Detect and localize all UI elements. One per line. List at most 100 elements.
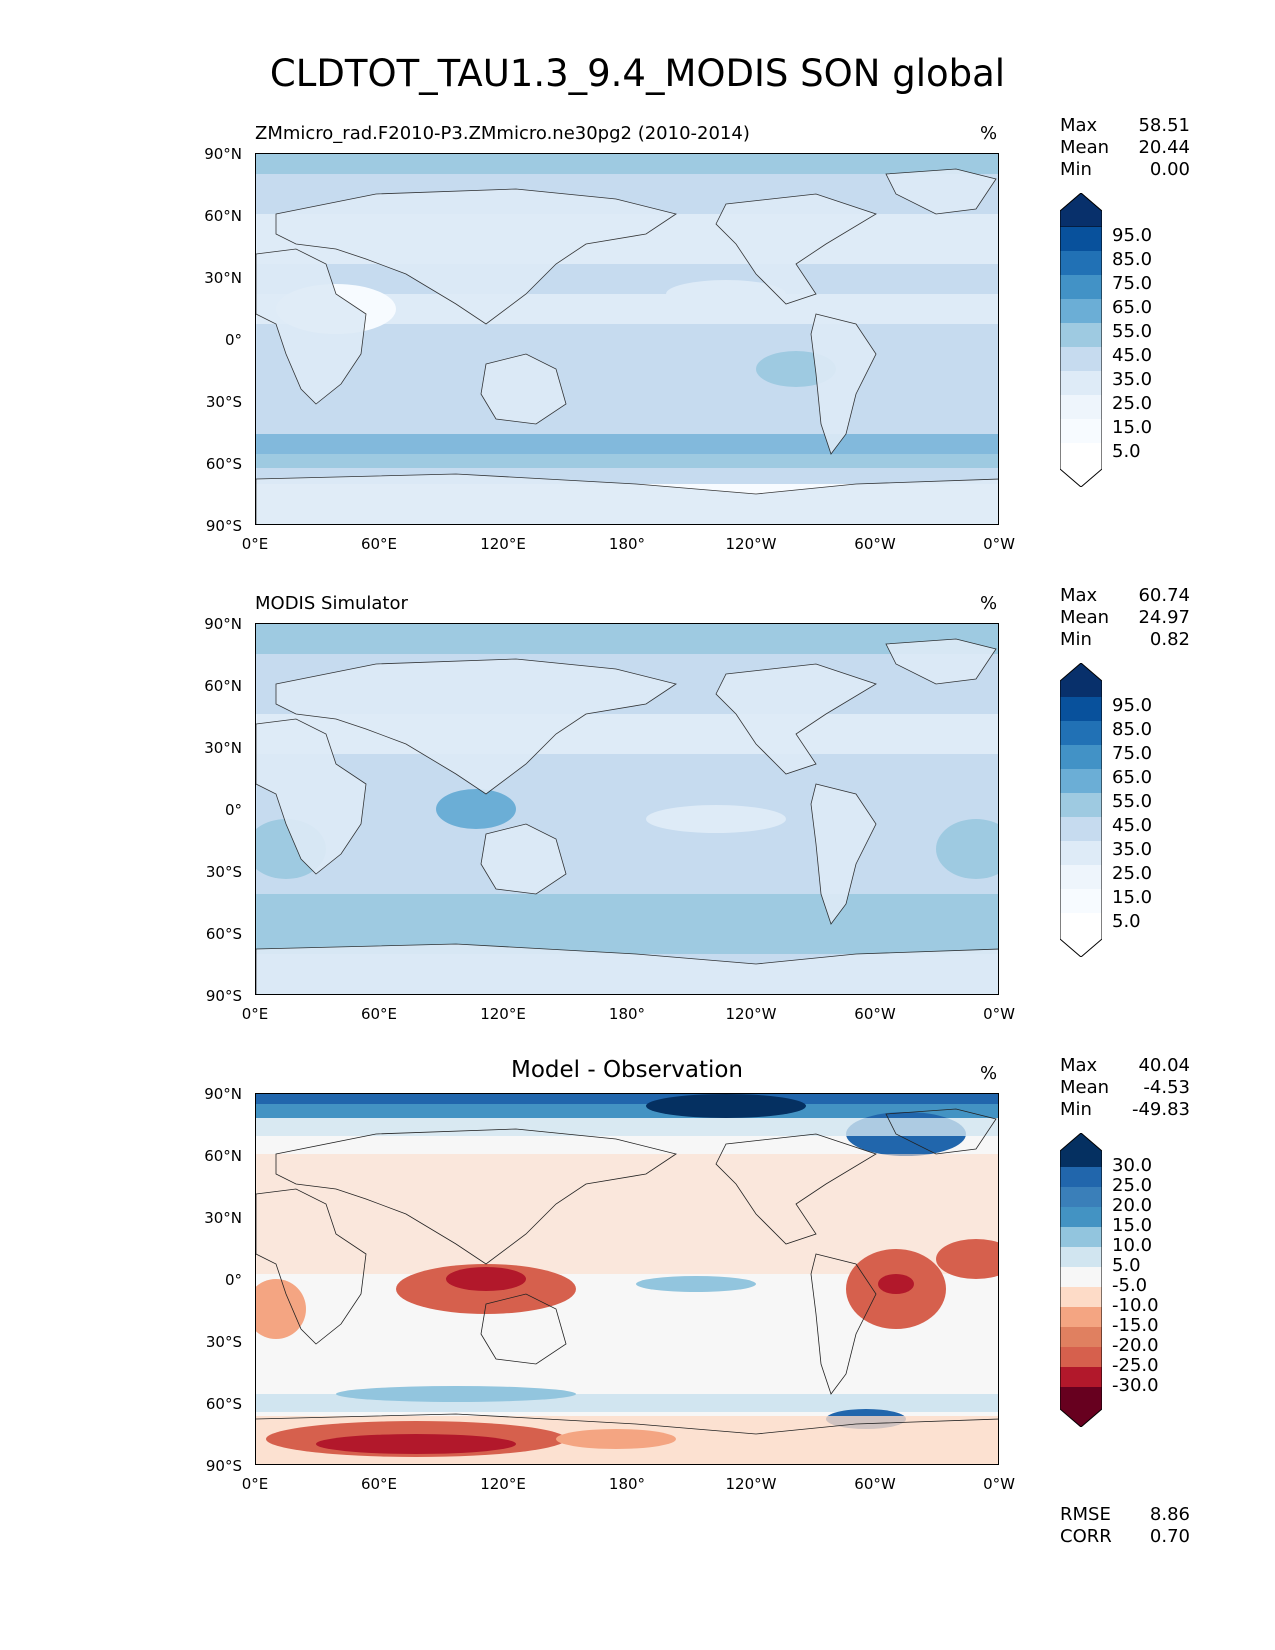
colorbar-tick: 5.0 xyxy=(1112,441,1141,462)
colorbar-tick: 10.0 xyxy=(1112,1235,1153,1256)
lat-tick: 60°S xyxy=(205,925,242,943)
unit-label: % xyxy=(980,1063,998,1084)
stat-value: 0.82 xyxy=(1149,629,1190,650)
panel-title: ZMmicro_rad.F2010-P3.ZMmicro.ne30pg2 (20… xyxy=(255,123,750,144)
stat-label: Max xyxy=(1060,1055,1098,1076)
colorbar-tick: 65.0 xyxy=(1112,297,1153,318)
lon-tick: 60°E xyxy=(360,1475,398,1493)
metric-label: RMSE xyxy=(1060,1504,1111,1525)
figure-title: CLDTOT_TAU1.3_9.4_MODIS SON global xyxy=(269,52,1006,95)
stat-value: -4.53 xyxy=(1143,1077,1190,1098)
lat-tick: 60°N xyxy=(204,677,242,695)
colorbar-tick: 25.0 xyxy=(1112,863,1153,884)
metric-value: 0.70 xyxy=(1149,1526,1190,1547)
stat-value: -49.83 xyxy=(1131,1099,1190,1120)
lat-tick: 30°S xyxy=(205,393,242,411)
stat-label: Min xyxy=(1060,1099,1092,1120)
stat-value: 60.74 xyxy=(1138,585,1190,606)
lat-tick: 0° xyxy=(224,331,242,349)
stat-label: Mean xyxy=(1060,137,1110,158)
lat-tick: 0° xyxy=(224,801,242,819)
lat-tick: 90°S xyxy=(205,517,242,535)
colorbar-tick: -10.0 xyxy=(1112,1295,1159,1316)
lon-tick: 60°W xyxy=(854,535,896,553)
lon-tick: 60°W xyxy=(854,1005,896,1023)
model-map xyxy=(255,153,999,525)
stat-label: Mean xyxy=(1060,1077,1110,1098)
colorbar-tick: 25.0 xyxy=(1112,393,1153,414)
colorbar-tick: 55.0 xyxy=(1112,321,1153,342)
stat-label: Max xyxy=(1060,115,1098,136)
stat-label: Mean xyxy=(1060,607,1110,628)
colorbar-tick: 5.0 xyxy=(1112,911,1141,932)
colorbar-tick: -15.0 xyxy=(1112,1315,1159,1336)
lon-tick: 0°E xyxy=(241,1475,269,1493)
lat-tick: 30°N xyxy=(204,1209,242,1227)
lon-tick: 60°W xyxy=(854,1475,896,1493)
colorbar-tick: 75.0 xyxy=(1112,273,1153,294)
unit-label: % xyxy=(980,123,998,144)
colorbar-tick: 20.0 xyxy=(1112,1195,1153,1216)
colorbar-tick: 30.0 xyxy=(1112,1155,1153,1176)
metrics-block: RMSE 8.86 CORR 0.70 xyxy=(1060,1504,1190,1548)
lat-tick: 30°N xyxy=(204,269,242,287)
observation-map xyxy=(255,623,999,995)
colorbar xyxy=(1060,1133,1102,1427)
stats-block: Max 58.51 Mean 20.44 Min 0.00 xyxy=(1060,115,1190,181)
lon-tick: 0°E xyxy=(241,1005,269,1023)
panel-title: Model - Observation xyxy=(510,1057,744,1083)
stat-label: Max xyxy=(1060,585,1098,606)
lon-tick: 120°W xyxy=(725,1005,777,1023)
colorbar-tick: -20.0 xyxy=(1112,1335,1159,1356)
colorbar-tick: 15.0 xyxy=(1112,887,1153,908)
lat-tick: 0° xyxy=(224,1271,242,1289)
colorbar-tick: 95.0 xyxy=(1112,225,1153,246)
lon-tick: 120°W xyxy=(725,1475,777,1493)
lat-tick: 90°N xyxy=(204,615,242,633)
unit-label: % xyxy=(980,593,998,614)
colorbar-tick: 45.0 xyxy=(1112,345,1153,366)
lat-tick: 60°N xyxy=(204,1147,242,1165)
colorbar-tick: 85.0 xyxy=(1112,249,1153,270)
lat-tick: 60°S xyxy=(205,1395,242,1413)
stats-block: Max 40.04 Mean -4.53 Min -49.83 xyxy=(1060,1055,1190,1121)
lat-tick: 30°N xyxy=(204,739,242,757)
colorbar-tick: 35.0 xyxy=(1112,839,1153,860)
lat-tick: 30°S xyxy=(205,863,242,881)
colorbar-tick: 15.0 xyxy=(1112,417,1153,438)
lat-tick: 90°N xyxy=(204,1085,242,1103)
lon-tick: 120°W xyxy=(725,535,777,553)
colorbar-tick: 5.0 xyxy=(1112,1255,1141,1276)
panel-title: MODIS Simulator xyxy=(255,593,408,614)
lon-tick: 180° xyxy=(608,1005,646,1023)
stat-value: 0.00 xyxy=(1149,159,1190,180)
lon-tick: 120°E xyxy=(480,1005,526,1023)
lat-tick: 90°S xyxy=(205,987,242,1005)
metric-value: 8.86 xyxy=(1149,1504,1190,1525)
stat-value: 20.44 xyxy=(1138,137,1190,158)
lat-tick: 60°S xyxy=(205,455,242,473)
colorbar-tick: -5.0 xyxy=(1112,1275,1148,1296)
lon-tick: 120°E xyxy=(480,535,526,553)
lon-tick: 0°E xyxy=(241,535,269,553)
colorbar-tick: -30.0 xyxy=(1112,1375,1159,1396)
lon-tick: 0°W xyxy=(983,535,1015,553)
lat-tick: 30°S xyxy=(205,1333,242,1351)
lon-tick: 180° xyxy=(608,1475,646,1493)
lon-tick: 120°E xyxy=(480,1475,526,1493)
lon-tick: 0°W xyxy=(983,1005,1015,1023)
stat-value: 58.51 xyxy=(1138,115,1190,136)
lon-tick: 60°E xyxy=(360,1005,398,1023)
stat-label: Min xyxy=(1060,159,1092,180)
colorbar-tick: 95.0 xyxy=(1112,695,1153,716)
metric-label: CORR xyxy=(1060,1526,1112,1547)
colorbar-tick: 75.0 xyxy=(1112,743,1153,764)
stat-value: 40.04 xyxy=(1138,1055,1190,1076)
colorbar-tick: 65.0 xyxy=(1112,767,1153,788)
stat-label: Min xyxy=(1060,629,1092,650)
colorbar xyxy=(1060,193,1102,487)
colorbar-tick: 55.0 xyxy=(1112,791,1153,812)
lon-tick: 0°W xyxy=(983,1475,1015,1493)
lat-tick: 90°N xyxy=(204,145,242,163)
lat-tick: 60°N xyxy=(204,207,242,225)
